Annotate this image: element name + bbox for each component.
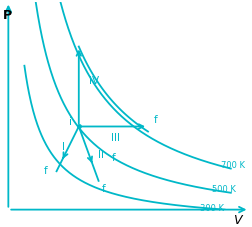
Text: P: P: [3, 10, 12, 22]
Text: 300 K: 300 K: [199, 203, 223, 212]
Text: f: f: [101, 183, 105, 193]
Text: V: V: [233, 213, 241, 226]
Text: 500 K: 500 K: [211, 185, 235, 193]
Text: f: f: [111, 152, 115, 162]
Text: II: II: [98, 149, 104, 159]
Text: I: I: [62, 141, 65, 151]
Text: f: f: [153, 115, 157, 125]
Text: IV: IV: [88, 76, 98, 86]
Text: 700 K: 700 K: [220, 160, 244, 169]
Text: III: III: [111, 132, 120, 142]
Text: f: f: [43, 165, 47, 175]
Text: i: i: [68, 116, 71, 126]
